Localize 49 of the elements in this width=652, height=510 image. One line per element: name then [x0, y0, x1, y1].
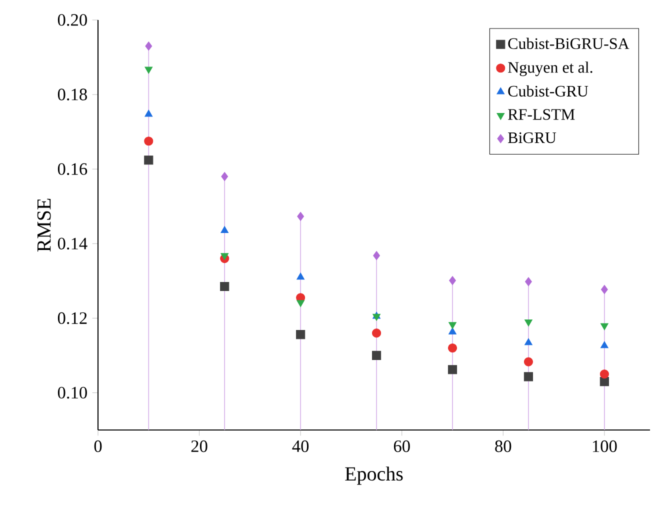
point	[524, 320, 532, 326]
point	[600, 284, 608, 294]
x-tick-label: 60	[394, 440, 410, 452]
point	[220, 253, 229, 260]
x-tick-label: 100	[592, 440, 617, 452]
point	[144, 156, 154, 165]
point	[448, 343, 458, 353]
point	[296, 330, 306, 340]
x-tick-label: 40	[292, 440, 309, 452]
point	[448, 327, 456, 334]
point	[524, 277, 532, 286]
y-tick-label: 0.16	[58, 163, 88, 175]
point	[296, 300, 305, 308]
point	[524, 372, 534, 382]
y-axis-title: RMSE	[37, 198, 51, 252]
point	[144, 66, 153, 74]
y-tick-label: 0.14	[58, 238, 88, 250]
point	[448, 322, 456, 330]
y-tick-label: 0.10	[58, 386, 87, 399]
x-tick-label: 0	[94, 440, 102, 452]
point	[220, 226, 229, 233]
point	[372, 350, 382, 360]
y-tick-label: 0.12	[58, 312, 87, 324]
point	[524, 338, 532, 346]
point	[220, 282, 230, 292]
point	[600, 341, 608, 348]
point	[144, 110, 153, 117]
point	[373, 251, 380, 260]
point	[449, 276, 456, 286]
x-tick-label: 80	[495, 440, 512, 452]
point	[221, 172, 228, 182]
x-tick-label: 20	[191, 440, 208, 452]
y-tick-label: 0.20	[58, 14, 87, 26]
point	[600, 323, 608, 330]
point	[144, 136, 154, 146]
y-tick-label: 0.18	[58, 88, 87, 100]
point	[524, 357, 534, 366]
legend-label: BiGRU	[508, 132, 556, 144]
point	[448, 365, 458, 374]
point	[372, 328, 382, 338]
legend-label: RF-LSTM	[508, 109, 575, 120]
legend-label: Cubist-BiGRU-SA	[508, 38, 630, 50]
legend-label: Cubist-GRU	[508, 85, 588, 97]
x-axis-title: Epochs	[345, 466, 403, 485]
point	[296, 272, 305, 280]
legend-label: Nguyen et al.	[508, 62, 592, 76]
point	[600, 370, 609, 379]
point	[145, 42, 152, 51]
point	[297, 212, 304, 221]
